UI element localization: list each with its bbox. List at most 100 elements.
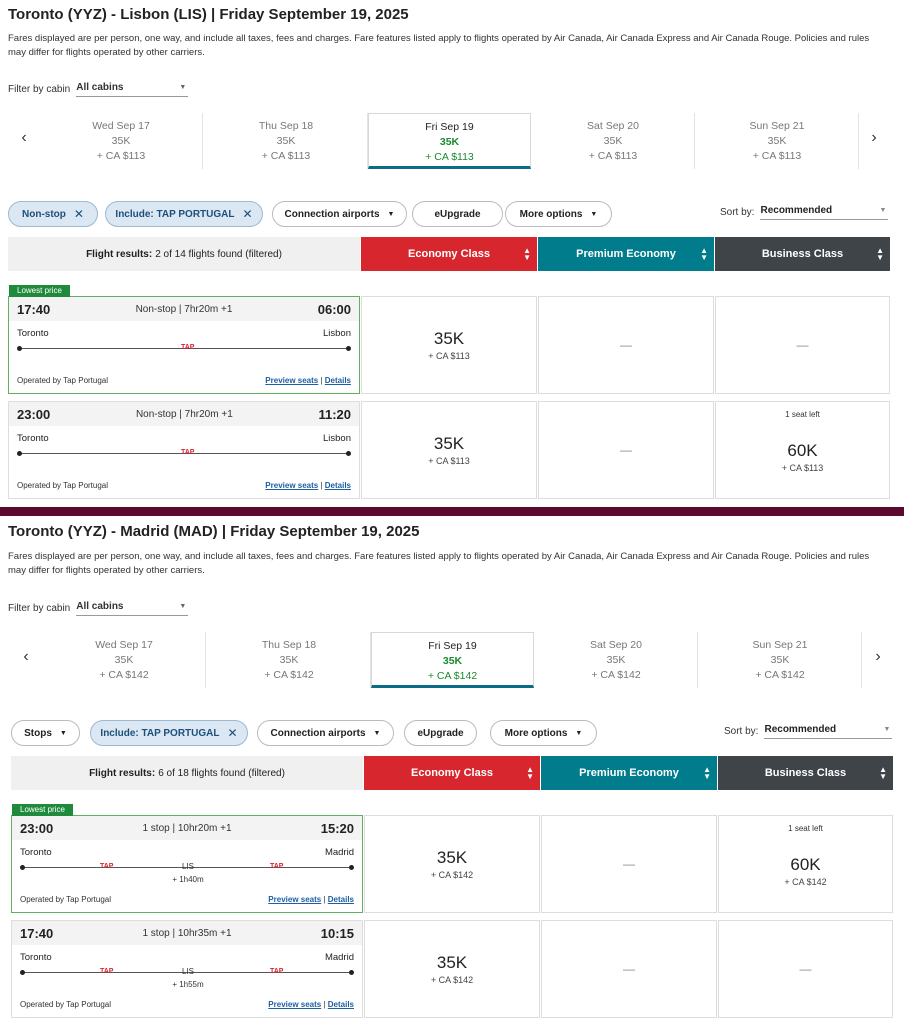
date-option[interactable]: Thu Sep 18 35K + CA $142	[208, 632, 371, 688]
sort-icon: ▲ ▼	[703, 765, 711, 781]
cabin-filter-select[interactable]: All cabins ▼	[76, 82, 189, 97]
cabin-filter: Filter by cabin All cabins ▼	[8, 601, 189, 616]
premium-fare-cell: —	[541, 920, 717, 1018]
preview-seats-link[interactable]: Preview seats	[268, 895, 322, 904]
eupgrade-button[interactable]: eUpgrade	[412, 201, 503, 227]
layover-duration: + 1h40m	[172, 875, 204, 884]
date-option-selected[interactable]: Fri Sep 19 35K + CA $142	[371, 632, 534, 688]
chevron-down-icon: ▼	[879, 207, 887, 214]
destination-city: Lisbon	[323, 328, 351, 339]
date-option[interactable]: Wed Sep 17 35K + CA $142	[43, 632, 206, 688]
origin-city: Toronto	[17, 433, 49, 444]
cabin-filter-value: All cabins	[76, 601, 124, 612]
filter-pills: Non-stop ✕ Include: TAP PORTUGAL ✕ Connect…	[8, 201, 898, 227]
fare-disclaimer: Fares displayed are per person, one way,…	[8, 551, 870, 576]
operator-label: Operated by Tap Portugal	[17, 376, 109, 385]
date-option-selected[interactable]: Fri Sep 19 35K + CA $113	[368, 113, 531, 169]
more-options-button[interactable]: More options ▼	[505, 201, 612, 227]
date-option[interactable]: Sat Sep 20 35K + CA $142	[535, 632, 698, 688]
preview-seats-link[interactable]: Preview seats	[265, 481, 319, 490]
route-line: TAP	[17, 449, 351, 456]
sort-by: Sort by: Recommended ▼	[720, 205, 889, 220]
flight-row: 17:40 1 stop | 10hr35m +1 10:15 Toronto Mad…	[11, 920, 893, 1018]
economy-class-header[interactable]: Economy Class ▲ ▼	[364, 756, 540, 790]
connection-airports-button[interactable]: Connection airports ▼	[257, 720, 394, 746]
stops-filter-button[interactable]: Stops ▼	[11, 720, 80, 746]
prev-date-arrow-icon[interactable]: ‹	[21, 129, 27, 146]
preview-seats-link[interactable]: Preview seats	[268, 1000, 322, 1009]
date-option[interactable]: Thu Sep 18 35K + CA $113	[205, 113, 368, 169]
destination-city: Lisbon	[323, 433, 351, 444]
departure-time: 17:40	[17, 301, 51, 317]
chevron-down-icon: ▼	[179, 84, 187, 91]
stop-airport: LIS	[181, 967, 194, 976]
close-icon[interactable]: ✕	[227, 726, 238, 740]
details-link[interactable]: Details	[327, 1000, 354, 1009]
more-options-button[interactable]: More options ▼	[490, 720, 597, 746]
sort-by: Sort by: Recommended ▼	[724, 724, 893, 739]
departure-time: 17:40	[20, 925, 54, 941]
flight-info: 17:40 1 stop | 10hr35m +1 10:15 Toronto Mad…	[11, 920, 363, 1018]
cabin-filter-value: All cabins	[76, 82, 124, 93]
sort-icon: ▲ ▼	[523, 246, 531, 262]
date-selector: ‹ Wed Sep 17 35K + CA $113 Thu Sep 18 35K + …	[8, 111, 888, 171]
premium-fare-cell: —	[538, 296, 714, 394]
lowest-price-badge: Lowest price	[9, 285, 70, 297]
premium-economy-header[interactable]: Premium Economy ▲ ▼	[541, 756, 717, 790]
cabin-filter: Filter by cabin All cabins ▼	[8, 82, 189, 97]
details-link[interactable]: Details	[324, 481, 351, 490]
date-option[interactable]: Sat Sep 20 35K + CA $113	[532, 113, 695, 169]
filter-label: Filter by cabin	[8, 84, 71, 95]
cabin-filter-select[interactable]: All cabins ▼	[76, 601, 189, 616]
business-fare-cell[interactable]: 1 seat left 60K + CA $113	[715, 401, 890, 499]
sort-select[interactable]: Recommended ▼	[760, 205, 889, 220]
route-title: Toronto (YYZ) - Lisbon (LIS) | Friday Se…	[8, 6, 409, 23]
arrival-time: 15:20	[320, 820, 354, 836]
destination-dot-icon	[349, 865, 354, 870]
tap-logo-icon: TAP	[100, 968, 114, 975]
arrival-time: 10:15	[320, 925, 354, 941]
departure-time: 23:00	[17, 406, 51, 422]
business-class-header[interactable]: Business Class ▲ ▼	[718, 756, 893, 790]
preview-seats-link[interactable]: Preview seats	[265, 376, 319, 385]
business-class-header[interactable]: Business Class ▲ ▼	[715, 237, 890, 271]
nonstop-filter-pill[interactable]: Non-stop ✕	[8, 201, 98, 227]
destination-dot-icon	[346, 346, 351, 351]
next-date-arrow-icon[interactable]: ›	[875, 648, 881, 665]
tap-logo-icon: TAP	[100, 863, 114, 870]
premium-fare-cell: —	[538, 401, 714, 499]
sort-icon: ▲ ▼	[526, 765, 534, 781]
economy-fare-cell[interactable]: 35K + CA $113	[361, 296, 537, 394]
date-option[interactable]: Sun Sep 21 35K + CA $142	[699, 632, 862, 688]
economy-fare-cell[interactable]: 35K + CA $142	[364, 815, 540, 913]
tap-logo-icon: TAP	[270, 968, 284, 975]
sort-select[interactable]: Recommended ▼	[764, 724, 893, 739]
details-link[interactable]: Details	[324, 376, 351, 385]
fare-disclaimer: Fares displayed are per person, one way,…	[8, 33, 870, 58]
filter-label: Filter by cabin	[8, 603, 71, 614]
route-line: TAP	[17, 344, 351, 351]
date-option[interactable]: Sun Sep 21 35K + CA $113	[696, 113, 859, 169]
sort-icon: ▲ ▼	[700, 246, 708, 262]
flight-row: Lowest price 17:40 Non-stop | 7hr20m +1 06…	[8, 285, 890, 394]
connection-airports-button[interactable]: Connection airports ▼	[272, 201, 407, 227]
prev-date-arrow-icon[interactable]: ‹	[23, 648, 29, 665]
close-icon[interactable]: ✕	[242, 207, 253, 221]
sort-icon: ▲ ▼	[876, 246, 884, 262]
results-header: Flight results: 6 of 18 flights found (fi…	[11, 756, 893, 790]
airline-filter-pill[interactable]: Include: TAP PORTUGAL ✕	[90, 720, 248, 746]
eupgrade-button[interactable]: eUpgrade	[404, 720, 477, 746]
details-link[interactable]: Details	[327, 895, 354, 904]
next-date-arrow-icon[interactable]: ›	[871, 129, 877, 146]
business-fare-cell: —	[718, 920, 893, 1018]
business-fare-cell[interactable]: 1 seat left 60K + CA $142	[718, 815, 893, 913]
airline-filter-pill[interactable]: Include: TAP PORTUGAL ✕	[105, 201, 263, 227]
economy-class-header[interactable]: Economy Class ▲ ▼	[361, 237, 537, 271]
caret-down-icon: ▼	[575, 729, 583, 737]
economy-fare-cell[interactable]: 35K + CA $142	[364, 920, 540, 1018]
date-option[interactable]: Wed Sep 17 35K + CA $113	[40, 113, 203, 169]
flight-row: 23:00 Non-stop | 7hr20m +1 11:20 Toronto Li…	[8, 401, 890, 499]
premium-economy-header[interactable]: Premium Economy ▲ ▼	[538, 237, 714, 271]
close-icon[interactable]: ✕	[73, 207, 84, 221]
economy-fare-cell[interactable]: 35K + CA $113	[361, 401, 537, 499]
